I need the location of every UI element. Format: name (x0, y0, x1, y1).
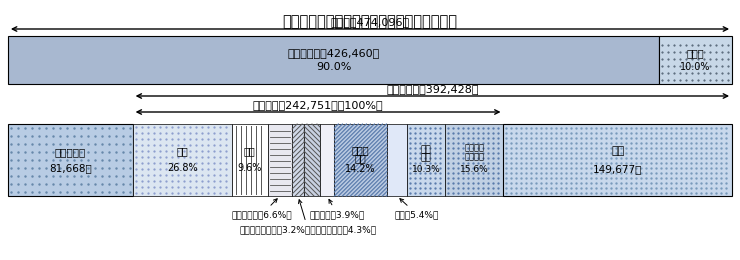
Text: 教養: 教養 (421, 146, 431, 154)
Text: 90.0%: 90.0% (316, 62, 352, 72)
Bar (8, 124, 132, 196)
Text: 81,668円: 81,668円 (49, 163, 92, 173)
Text: 交通・: 交通・ (352, 145, 369, 155)
Text: 9.6%: 9.6% (238, 163, 262, 173)
Text: 非消費支出: 非消費支出 (55, 147, 86, 157)
Bar (445, 124, 503, 196)
Text: 食料: 食料 (177, 146, 188, 156)
Text: 光熱・水道（6.6%）: 光熱・水道（6.6%） (232, 199, 292, 219)
Bar (407, 124, 445, 196)
Text: 消費支出: 消費支出 (464, 153, 484, 161)
Bar (304, 124, 320, 196)
Text: 娯楽: 娯楽 (421, 153, 431, 162)
Text: 15.6%: 15.6% (460, 166, 488, 174)
Text: 家具・家事用品（3.2%）被服及び履物（4.3%）: 家具・家事用品（3.2%）被服及び履物（4.3%） (240, 200, 377, 234)
Text: その他の: その他の (464, 144, 484, 153)
Bar (503, 124, 732, 196)
Bar (334, 124, 387, 196)
Bar (387, 124, 407, 196)
Bar (232, 124, 268, 196)
Bar (292, 124, 304, 196)
Bar (659, 36, 732, 84)
Text: 26.8%: 26.8% (167, 163, 198, 173)
Bar (320, 124, 334, 196)
Text: 10.3%: 10.3% (411, 165, 440, 173)
Text: 通信: 通信 (354, 153, 366, 163)
Text: 勤労者世帯の実収入及び消費支出（総世帯）: 勤労者世帯の実収入及び消費支出（総世帯） (283, 14, 457, 29)
Text: 消費支出　242,751円（100%）: 消費支出 242,751円（100%） (253, 100, 383, 110)
Text: 保健医療（3.9%）: 保健医療（3.9%） (309, 199, 365, 219)
Text: 実収入　474,096円: 実収入 474,096円 (331, 17, 409, 27)
Text: 10.0%: 10.0% (680, 62, 711, 72)
Text: その他: その他 (687, 48, 704, 58)
Bar (8, 36, 659, 84)
Text: 勤め先収入　426,460円: 勤め先収入 426,460円 (288, 48, 380, 58)
Text: 149,677円: 149,677円 (593, 164, 642, 174)
Bar (132, 124, 232, 196)
Text: 黒字: 黒字 (611, 146, 625, 156)
Text: 住居: 住居 (244, 146, 256, 156)
Bar (268, 124, 292, 196)
Text: 教育（5.4%）: 教育（5.4%） (395, 199, 440, 219)
Text: 14.2%: 14.2% (346, 164, 376, 174)
Text: 可処分所得　392,428円: 可処分所得 392,428円 (386, 84, 479, 94)
